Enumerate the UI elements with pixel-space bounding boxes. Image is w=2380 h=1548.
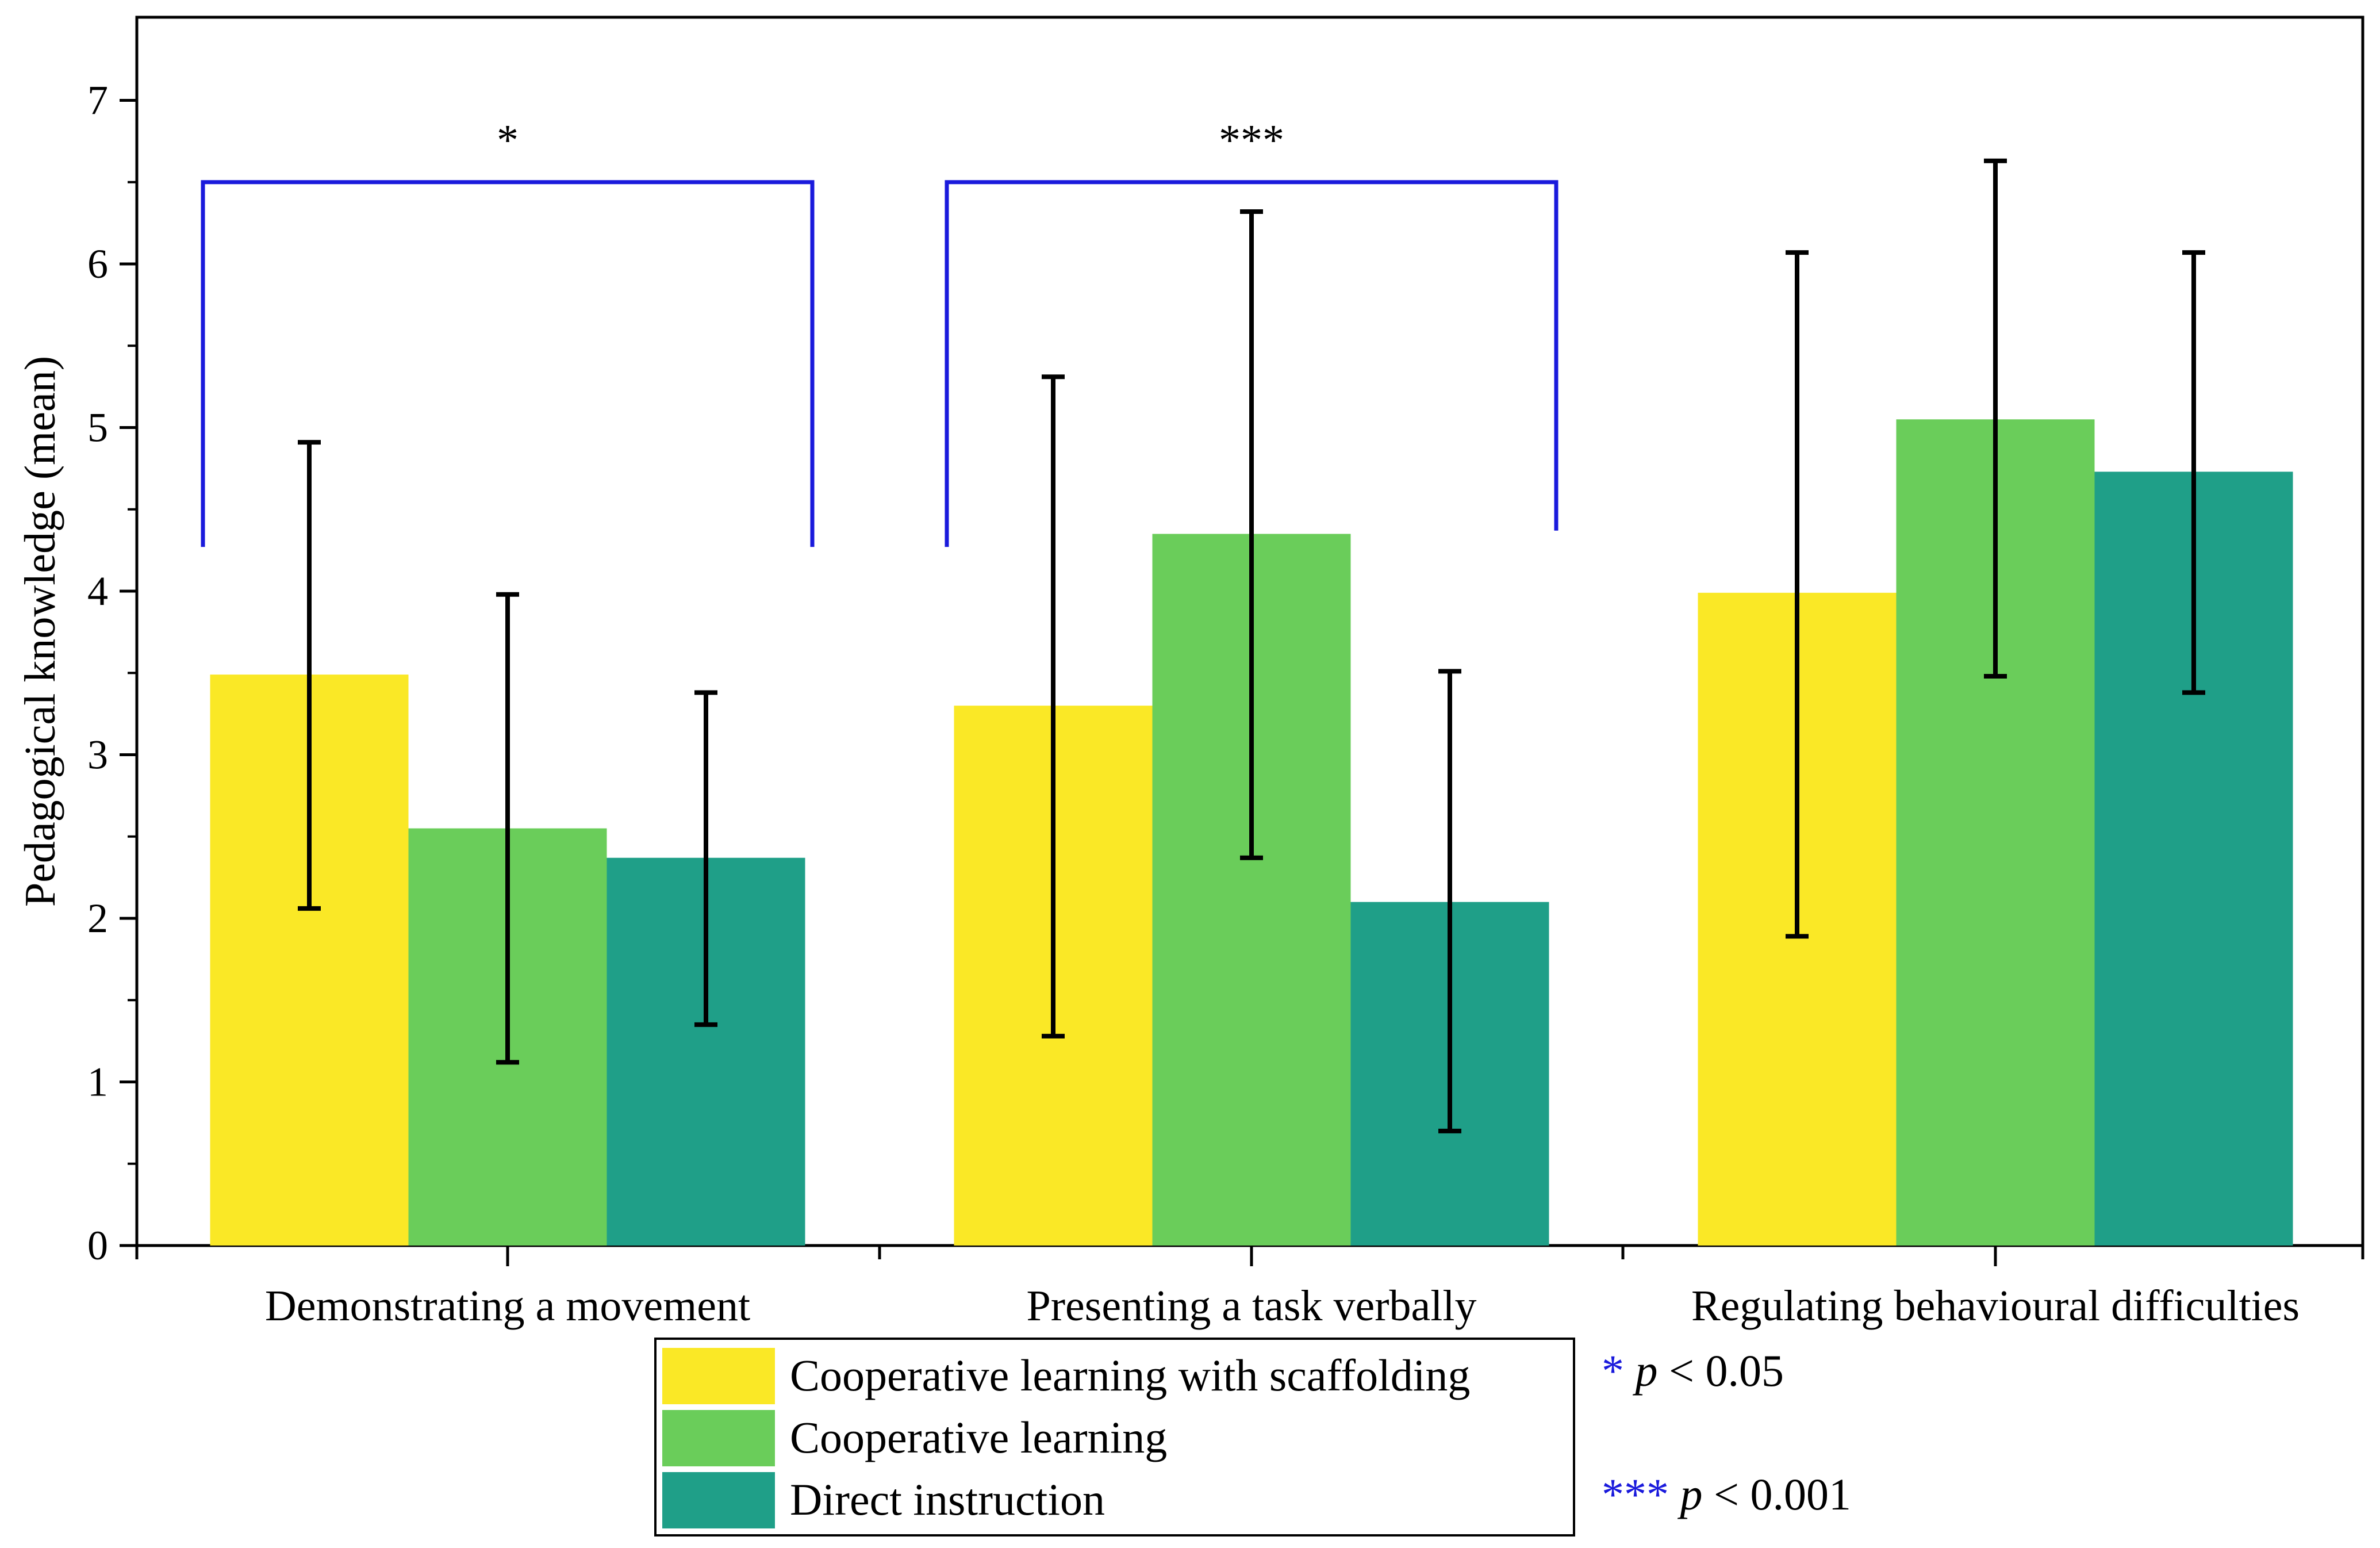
x-tick-label: Demonstrating a movement [265,1282,750,1330]
y-tick-label: 3 [87,732,108,778]
significance-key-entry: * p < 0.05 [1602,1346,1784,1396]
legend-label: Cooperative learning [790,1412,1167,1462]
significance-key: * p < 0.05 *** p < 0.001 [1602,1346,1851,1519]
significance-stars: *** [1219,116,1284,164]
legend-label: Cooperative learning with scaffolding [790,1350,1470,1400]
x-axis: Demonstrating a movement Presenting a tas… [135,1246,2364,1330]
y-axis-label: Pedagogical knowledge (mean) [16,356,64,907]
y-tick-label: 6 [87,241,108,287]
x-tick-label: Presenting a task verbally [1026,1282,1476,1330]
significance-brackets: * *** [201,116,1558,547]
legend-frame [654,1338,1575,1536]
legend-swatch [662,1472,775,1528]
legend: Cooperative learning with scaffolding Coo… [654,1338,1575,1536]
significance-bracket [945,180,1558,547]
y-axis: 0 1 2 3 4 5 6 7 [87,78,137,1269]
y-tick-label: 2 [87,895,108,941]
legend-swatch [662,1348,775,1404]
significance-bracket [201,180,815,547]
error-bars [298,158,2205,1133]
legend-label: Direct instruction [790,1474,1105,1524]
y-tick-label: 7 [87,78,108,124]
significance-key-entry: *** p < 0.001 [1602,1469,1851,1519]
y-tick-label: 0 [87,1223,108,1269]
significance-stars: * [497,116,519,164]
y-tick-label: 1 [87,1059,108,1105]
x-tick-label: Regulating behavioural difficulties [1691,1282,2300,1330]
y-tick-label: 4 [87,568,108,614]
legend-swatch [662,1410,775,1466]
y-tick-label: 5 [87,405,108,451]
